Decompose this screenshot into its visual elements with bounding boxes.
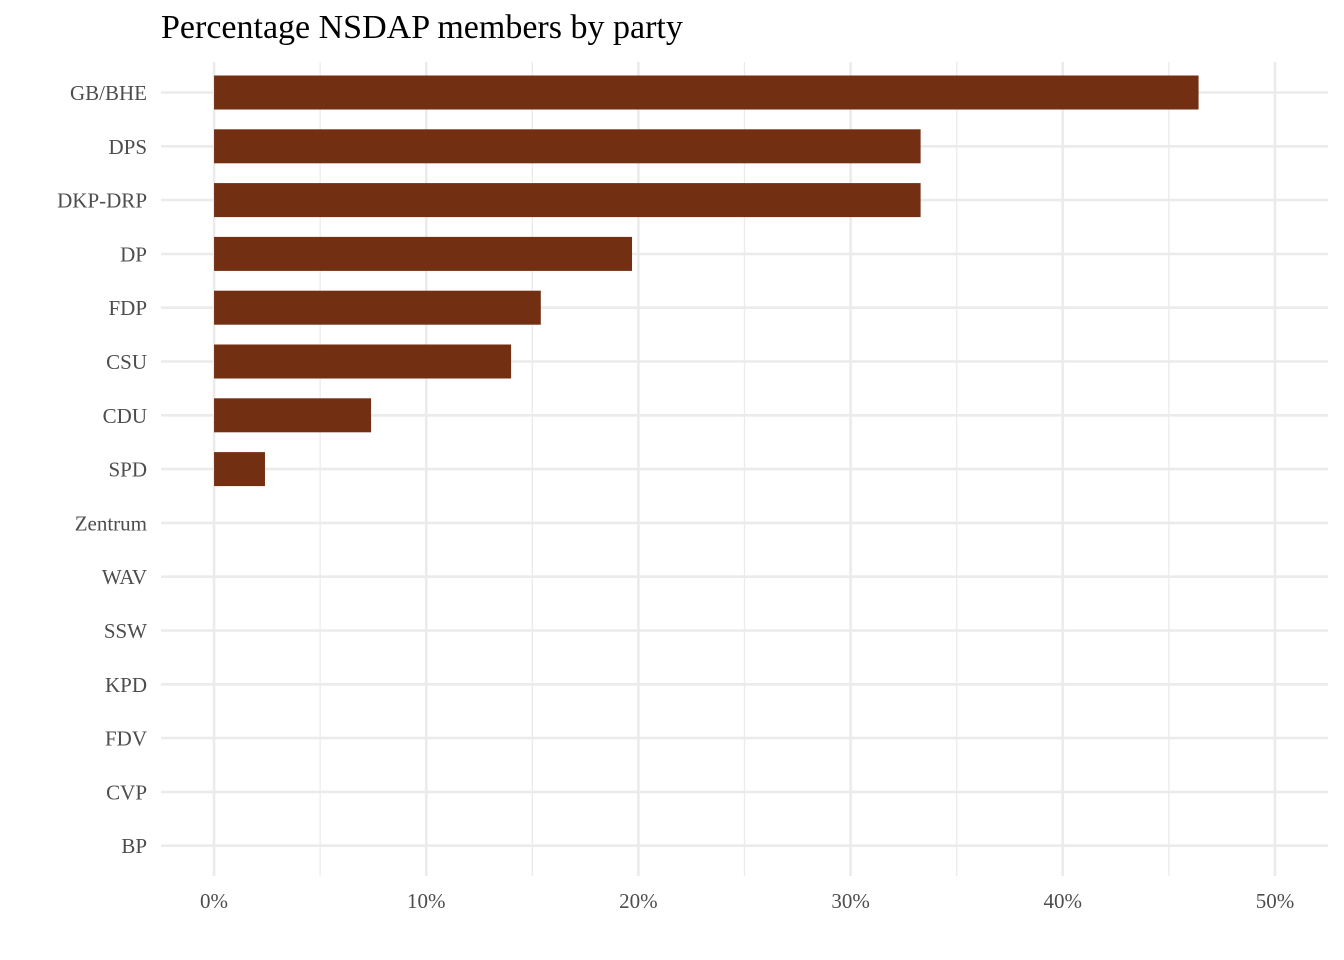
bar xyxy=(214,129,921,164)
x-tick-label: 10% xyxy=(407,889,446,913)
y-tick-label: DPS xyxy=(108,135,147,159)
bar xyxy=(214,398,372,433)
x-tick-label: 30% xyxy=(831,889,870,913)
y-tick-label: Zentrum xyxy=(75,511,147,535)
chart-title: Percentage NSDAP members by party xyxy=(161,9,683,46)
y-tick-label: FDP xyxy=(108,296,147,320)
x-tick-label: 50% xyxy=(1256,889,1295,913)
y-tick-label: CVP xyxy=(106,780,147,804)
y-tick-label: SPD xyxy=(108,458,147,482)
bars xyxy=(214,75,1199,487)
bar xyxy=(214,75,1199,110)
y-tick-label: SSW xyxy=(104,619,147,643)
bar xyxy=(214,344,512,379)
x-tick-label: 20% xyxy=(619,889,658,913)
y-tick-label: WAV xyxy=(102,565,147,589)
y-tick-label: FDV xyxy=(105,727,147,751)
bar xyxy=(214,236,633,271)
y-tick-label: GB/BHE xyxy=(70,81,147,105)
y-axis-labels: GB/BHE DPS DKP-DRP DP FDP CSU CDU SPD Zentrum WAV… xyxy=(57,81,147,858)
bar xyxy=(214,290,541,325)
y-tick-label: DKP-DRP xyxy=(57,189,147,213)
bar xyxy=(214,452,265,487)
x-axis-labels: 0% 10% 20% 30% 40% 50% xyxy=(200,889,1294,913)
y-tick-label: CSU xyxy=(106,350,147,374)
y-tick-label: DP xyxy=(120,242,147,266)
x-tick-label: 0% xyxy=(200,889,228,913)
x-tick-label: 40% xyxy=(1044,889,1083,913)
y-tick-label: BP xyxy=(121,834,147,858)
y-tick-label: CDU xyxy=(103,404,147,428)
y-tick-label: KPD xyxy=(105,673,147,697)
bar xyxy=(214,183,921,218)
